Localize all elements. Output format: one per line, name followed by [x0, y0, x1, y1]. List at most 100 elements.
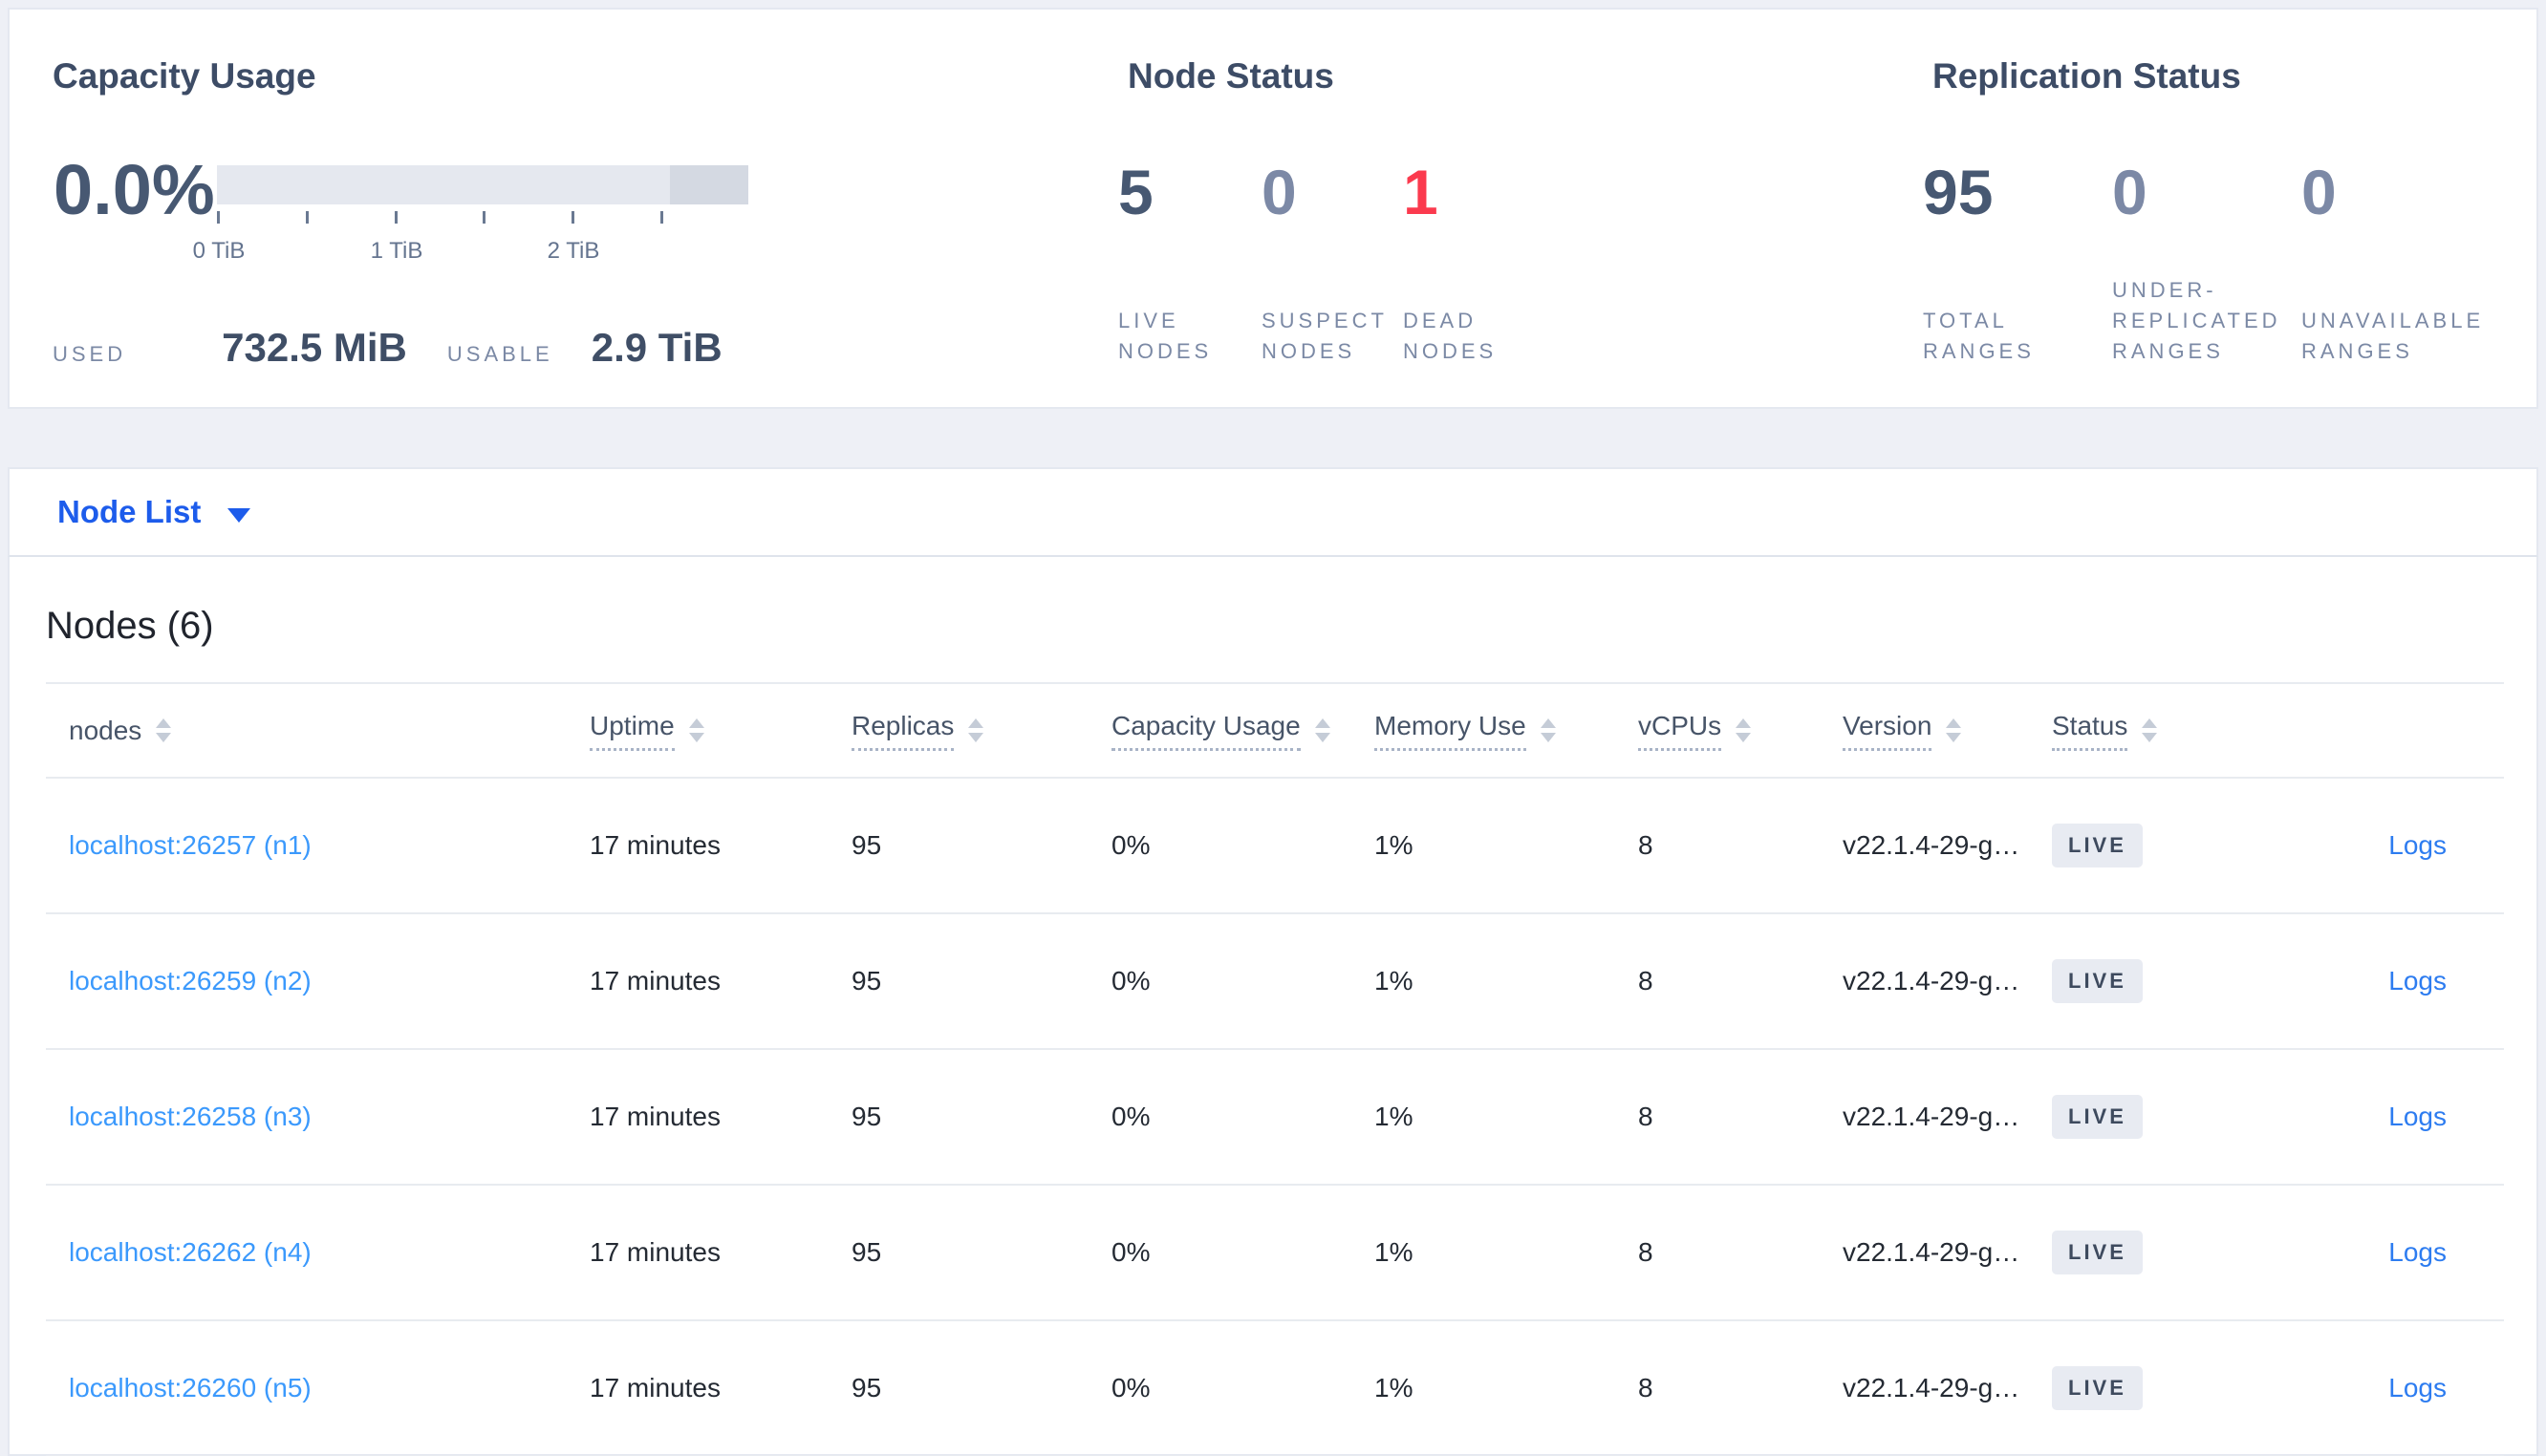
under-replicated-value: 0 — [2112, 157, 2147, 227]
total-ranges-value: 95 — [1923, 157, 1994, 227]
nodes-table-header: nodes Uptime Replicas Capacity Usage Mem… — [46, 682, 2504, 779]
replication-status-group: Replication Status 95 TOTAL RANGES 0 UND… — [1923, 10, 2540, 407]
table-row: localhost:26258 (n3) 17 minutes 95 0% 1%… — [46, 1050, 2504, 1186]
node-status-title: Node Status — [1128, 56, 1334, 96]
capacity-cell: 0% — [1111, 1373, 1151, 1402]
version-cell: v22.1.4-29-g… — [1843, 830, 2020, 860]
view-selector-bar: Node List — [8, 467, 2538, 557]
column-header-capacity-usage[interactable]: Capacity Usage — [1089, 710, 1351, 752]
axis-tick-label: 1 TiB — [370, 238, 423, 264]
vcpus-cell: 8 — [1638, 1237, 1653, 1267]
axis-tick — [483, 211, 485, 224]
suspect-nodes-value: 0 — [1262, 157, 1297, 227]
under-replicated-label: UNDER-REPLICATED RANGES — [2112, 278, 2281, 363]
vcpus-cell: 8 — [1638, 1373, 1653, 1402]
total-ranges-stat: 95 TOTAL RANGES — [1923, 10, 2128, 407]
nodes-table: nodes Uptime Replicas Capacity Usage Mem… — [46, 682, 2504, 1456]
status-badge: LIVE — [2052, 1095, 2143, 1139]
capacity-bar-reserved-segment — [670, 165, 748, 204]
status-badge: LIVE — [2052, 1366, 2143, 1410]
replicas-cell: 95 — [852, 966, 882, 996]
live-nodes-label: LIVE NODES — [1118, 309, 1213, 363]
vcpus-cell: 8 — [1638, 830, 1653, 860]
uptime-cell: 17 minutes — [590, 1237, 721, 1267]
version-cell: v22.1.4-29-g… — [1843, 1373, 2020, 1402]
unavailable-ranges-stat: 0 UNAVAILABLE RANGES — [2301, 10, 2507, 407]
usable-label: USABLE — [446, 342, 553, 366]
logs-link[interactable]: Logs — [2388, 1102, 2447, 1131]
suspect-nodes-label: SUSPECT NODES — [1262, 309, 1388, 363]
memory-cell: 1% — [1374, 830, 1413, 860]
unavailable-ranges-value: 0 — [2301, 157, 2337, 227]
capacity-cell: 0% — [1111, 1102, 1151, 1131]
memory-cell: 1% — [1374, 1102, 1413, 1131]
replicas-cell: 95 — [852, 1373, 882, 1402]
status-badge: LIVE — [2052, 959, 2143, 1003]
replicas-cell: 95 — [852, 1102, 882, 1131]
column-header-version[interactable]: Version — [1820, 710, 2029, 752]
capacity-usage-bar: 0 TiB 1 TiB 2 TiB — [193, 165, 748, 275]
uptime-cell: 17 minutes — [590, 966, 721, 996]
sort-arrows-icon — [1540, 718, 1556, 742]
used-label: USED — [53, 342, 127, 366]
sort-arrows-icon — [156, 718, 172, 742]
table-row: localhost:26262 (n4) 17 minutes 95 0% 1%… — [46, 1186, 2504, 1321]
live-nodes-stat: 5 LIVE NODES — [1118, 10, 1252, 407]
node-list-dropdown-label: Node List — [57, 494, 202, 529]
node-address-link[interactable]: localhost:26259 (n2) — [69, 966, 312, 996]
vcpus-cell: 8 — [1638, 966, 1653, 996]
status-badge: LIVE — [2052, 1231, 2143, 1274]
chevron-down-icon — [227, 507, 251, 523]
nodes-panel: Nodes (6) nodes Uptime Replicas Capacity… — [8, 557, 2538, 1456]
node-address-link[interactable]: localhost:26262 (n4) — [69, 1237, 312, 1267]
sort-arrows-icon — [1736, 718, 1752, 742]
version-cell: v22.1.4-29-g… — [1843, 1102, 2020, 1131]
memory-cell: 1% — [1374, 966, 1413, 996]
uptime-cell: 17 minutes — [590, 1102, 721, 1131]
node-address-link[interactable]: localhost:26257 (n1) — [69, 830, 312, 860]
version-cell: v22.1.4-29-g… — [1843, 966, 2020, 996]
dead-nodes-label: DEAD NODES — [1403, 309, 1498, 363]
node-address-link[interactable]: localhost:26260 (n5) — [69, 1373, 312, 1402]
nodes-heading: Nodes (6) — [46, 605, 214, 647]
node-list-dropdown[interactable]: Node List — [57, 494, 251, 530]
axis-tick — [395, 211, 398, 224]
logs-link[interactable]: Logs — [2388, 1373, 2447, 1402]
axis-tick-label: 0 TiB — [192, 238, 246, 264]
used-value: 732.5 MiB — [222, 325, 407, 370]
capacity-bar-track — [217, 165, 748, 204]
table-row: localhost:26257 (n1) 17 minutes 95 0% 1%… — [46, 779, 2504, 914]
table-row: localhost:26259 (n2) 17 minutes 95 0% 1%… — [46, 914, 2504, 1050]
usable-value: 2.9 TiB — [591, 325, 723, 370]
sort-arrows-icon — [968, 718, 984, 742]
replicas-cell: 95 — [852, 830, 882, 860]
memory-cell: 1% — [1374, 1237, 1413, 1267]
memory-cell: 1% — [1374, 1373, 1413, 1402]
logs-link[interactable]: Logs — [2388, 1237, 2447, 1267]
node-status-group: Node Status 5 LIVE NODES 0 SUSPECT NODES… — [1118, 10, 1730, 407]
capacity-cell: 0% — [1111, 1237, 1151, 1267]
live-nodes-value: 5 — [1118, 157, 1154, 227]
capacity-usage-title: Capacity Usage — [53, 56, 316, 96]
replication-status-title: Replication Status — [1932, 56, 2241, 96]
axis-tick — [660, 211, 663, 224]
cluster-summary-panel: Capacity Usage 0.0% 0 TiB 1 TiB 2 TiB US… — [8, 8, 2538, 409]
column-header-memory-use[interactable]: Memory Use — [1351, 710, 1615, 752]
column-header-replicas[interactable]: Replicas — [829, 710, 1089, 752]
column-header-nodes[interactable]: nodes — [46, 715, 567, 747]
version-cell: v22.1.4-29-g… — [1843, 1237, 2020, 1267]
vcpus-cell: 8 — [1638, 1102, 1653, 1131]
column-header-vcpus[interactable]: vCPUs — [1615, 710, 1820, 752]
unavailable-ranges-label: UNAVAILABLE RANGES — [2301, 309, 2485, 363]
under-replicated-stat: 0 UNDER-REPLICATED RANGES — [2112, 10, 2318, 407]
node-address-link[interactable]: localhost:26258 (n3) — [69, 1102, 312, 1131]
column-header-status[interactable]: Status — [2029, 710, 2266, 752]
dead-nodes-stat: 1 DEAD NODES — [1403, 10, 1537, 407]
logs-link[interactable]: Logs — [2388, 966, 2447, 996]
logs-link[interactable]: Logs — [2388, 830, 2447, 860]
column-header-uptime[interactable]: Uptime — [567, 710, 829, 752]
axis-tick — [306, 211, 309, 224]
axis-tick — [217, 211, 220, 224]
axis-tick — [572, 211, 574, 224]
